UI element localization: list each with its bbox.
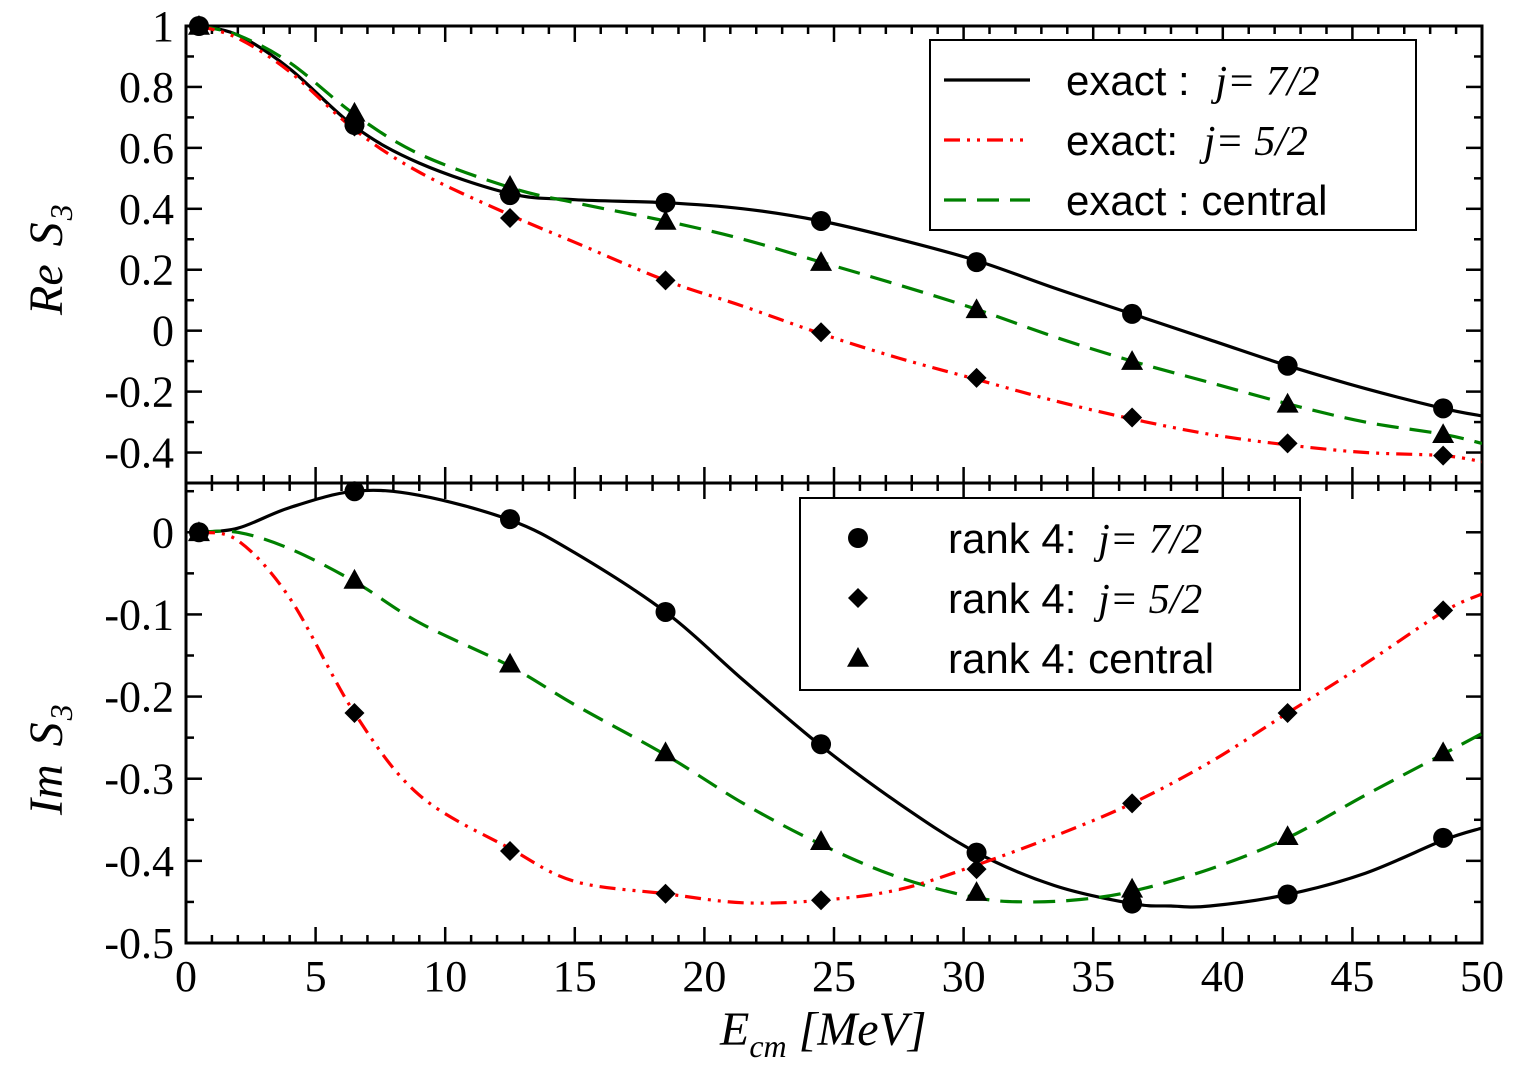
bottom-marker-diamond xyxy=(1433,600,1454,621)
bottom-legend-marker-diamond xyxy=(848,588,868,608)
bottom-marker-diamond xyxy=(811,890,832,911)
bottom-marker-triangle xyxy=(965,881,988,901)
top-legend-label-2: exact : central xyxy=(1066,177,1327,224)
bottom-panel: -0.5 -0.4 -0.3 -0.2 -0.1 0 0 5 10 15 20 25 30 35 40 45 5… xyxy=(104,481,1504,1001)
top-ytick-label: 0.6 xyxy=(119,124,174,173)
top-marker-diamond xyxy=(655,270,676,291)
top-marker-triangle xyxy=(654,209,677,230)
bottom-ytick-label: 0 xyxy=(152,508,174,557)
bottom-marker-triangle xyxy=(187,521,210,542)
top-marker-triangle xyxy=(965,298,988,319)
top-marker-triangle xyxy=(1276,392,1299,413)
bottom-ytick-label: -0.3 xyxy=(104,755,174,804)
bottom-legend-marker-circle xyxy=(848,528,868,548)
xtick-label: 30 xyxy=(942,952,986,1001)
top-marker-diamond xyxy=(1433,445,1454,466)
bottom-marker-triangle xyxy=(343,568,366,589)
bottom-ytick-label: -0.1 xyxy=(104,590,174,639)
bottom-marker-circle xyxy=(500,509,520,530)
bottom-marker-circle xyxy=(1433,827,1454,848)
xtick-label: 10 xyxy=(423,952,467,1001)
top-marker-triangle xyxy=(499,174,521,195)
top-marker-triangle xyxy=(187,15,210,35)
top-marker-diamond xyxy=(811,322,832,343)
bottom-marker-circle xyxy=(655,601,676,622)
bottom-marker-triangle xyxy=(1121,877,1144,898)
top-marker-triangle xyxy=(1121,350,1144,370)
top-ytick-label: 1 xyxy=(152,2,174,51)
bottom-marker-circle xyxy=(344,481,365,502)
top-marker-diamond xyxy=(1277,433,1298,454)
top-ytick-label: -0.2 xyxy=(104,368,174,417)
bottom-ylabel: ImS3 xyxy=(20,704,79,816)
top-marker-circle xyxy=(966,252,987,273)
bottom-marker-diamond xyxy=(655,883,676,904)
top-ytick-label: 0.4 xyxy=(119,185,174,234)
bottom-legend-label-2: rank 4: central xyxy=(948,635,1214,682)
top-legend-label-0: exact : j= 7/2 xyxy=(1066,57,1320,105)
top-ytick-label: 0.2 xyxy=(119,246,174,295)
bottom-series-line-0 xyxy=(198,488,1482,909)
top-panel: -0.4 -0.2 0 0.2 0.4 0.6 0.8 1 exact : j= 7/2 exac… xyxy=(104,2,1484,485)
bottom-ytick-label: -0.5 xyxy=(104,919,174,968)
bottom-legend-label-0: rank 4: j= 7/2 xyxy=(948,515,1202,563)
xtick-label: 45 xyxy=(1330,952,1374,1001)
top-ylabel: ReS3 xyxy=(20,204,79,316)
bottom-marker-circle xyxy=(1122,893,1143,914)
top-marker-circle xyxy=(1433,398,1454,419)
bottom-marker-triangle xyxy=(499,652,521,673)
xtick-label: 5 xyxy=(305,952,327,1001)
top-ytick-label: 0 xyxy=(152,307,174,356)
bottom-marker-triangle xyxy=(810,830,833,850)
top-marker-diamond xyxy=(500,207,520,228)
bottom-marker-circle xyxy=(1277,884,1298,905)
top-marker-triangle xyxy=(343,101,366,122)
top-ytick-label: -0.4 xyxy=(104,429,174,478)
xtick-label: 15 xyxy=(553,952,597,1001)
bottom-marker-triangle xyxy=(1276,825,1299,846)
top-marker-circle xyxy=(1277,355,1298,376)
top-legend-label-1: exact: j= 5/2 xyxy=(1066,117,1308,165)
bottom-marker-circle xyxy=(811,734,832,755)
top-marker-circle xyxy=(655,192,676,213)
top-legend-box xyxy=(929,39,1417,231)
bottom-ytick-label: -0.4 xyxy=(104,837,174,886)
xtick-label: 50 xyxy=(1460,952,1504,1001)
top-marker-diamond xyxy=(1122,407,1143,428)
top-marker-triangle xyxy=(1432,423,1455,444)
bottom-marker-triangle xyxy=(1432,741,1455,762)
bottom-marker-diamond xyxy=(1277,703,1298,723)
bottom-ytick-label: -0.2 xyxy=(104,673,174,722)
xtick-label: 40 xyxy=(1201,952,1245,1001)
top-ytick-label: 0.8 xyxy=(119,63,174,112)
top-marker-circle xyxy=(811,210,832,231)
bottom-marker-triangle xyxy=(654,741,677,762)
top-marker-triangle xyxy=(810,251,833,271)
bottom-marker-circle xyxy=(966,842,987,863)
bottom-marker-diamond xyxy=(344,703,365,723)
xlabel: Ecm [MeV] xyxy=(719,1003,927,1064)
bottom-legend-marker-triangle xyxy=(847,647,869,667)
xtick-label: 0 xyxy=(175,952,197,1001)
xtick-label: 20 xyxy=(682,952,726,1001)
bottom-marker-diamond xyxy=(1122,793,1143,814)
bottom-marker-diamond xyxy=(500,841,520,861)
bottom-legend-label-1: rank 4: j= 5/2 xyxy=(948,575,1202,623)
xtick-label: 35 xyxy=(1071,952,1115,1001)
top-marker-circle xyxy=(1122,303,1143,324)
bottom-marker-diamond xyxy=(966,859,987,880)
bottom-legend-box xyxy=(799,497,1301,691)
xtick-label: 25 xyxy=(812,952,856,1001)
top-marker-diamond xyxy=(966,367,987,388)
